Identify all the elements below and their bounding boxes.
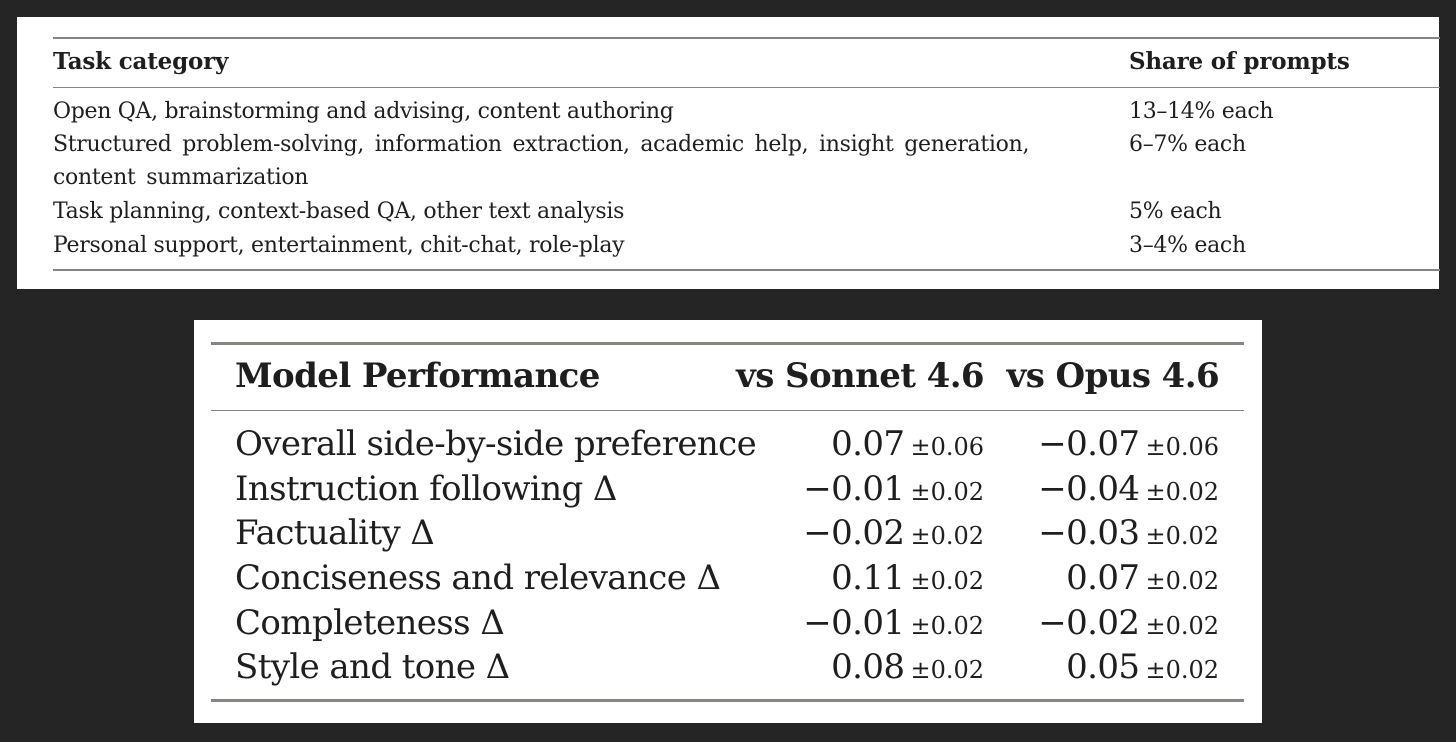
table-top-rule [53,37,1440,39]
share-cell: 6–7% each [1129,132,1246,157]
error-margin: ±0.02 [1145,612,1219,640]
error-margin: ±0.02 [1145,522,1219,550]
metric-value: −0.01 [803,469,905,509]
metric-value: 0.11 [831,558,905,598]
task-category-cell: Task planning, context-based QA, other t… [53,199,625,224]
error-margin: ±0.02 [910,567,984,595]
table-bottom-rule [211,699,1244,702]
error-margin: ±0.02 [910,612,984,640]
metric-value: −0.02 [803,513,905,553]
error-margin: ±0.02 [910,656,984,684]
metric-value: 0.07 [831,424,905,464]
metric-value: −0.07 [1038,424,1140,464]
sonnet-value-cell: 0.11 ±0.02 [831,556,984,603]
header-model-performance: Model Performance [235,356,600,396]
metric-value: −0.04 [1038,469,1140,509]
sonnet-value-cell: 0.08 ±0.02 [831,645,984,692]
error-margin: ±0.06 [1145,433,1219,461]
model-performance-table: Model Performance vs Sonnet 4.6 vs Opus … [194,320,1262,723]
table-bottom-rule [53,269,1440,271]
sonnet-value-cell: 0.07 ±0.06 [831,422,984,469]
header-share-of-prompts: Share of prompts [1129,48,1350,75]
sonnet-value-cell: −0.01 ±0.02 [803,601,984,648]
opus-value-cell: −0.07 ±0.06 [1038,422,1219,469]
opus-value-cell: 0.05 ±0.02 [1066,645,1219,692]
metric-label: Style and tone Δ [235,647,510,687]
metric-value: 0.07 [1066,558,1140,598]
header-task-category: Task category [53,48,229,75]
error-margin: ±0.02 [1145,567,1219,595]
error-margin: ±0.02 [910,478,984,506]
opus-value-cell: −0.02 ±0.02 [1038,601,1219,648]
share-cell: 5% each [1129,199,1222,224]
task-category-cell: Open QA, brainstorming and advising, con… [53,99,674,124]
header-vs-sonnet: vs Sonnet 4.6 [736,356,985,396]
error-margin: ±0.02 [910,522,984,550]
error-margin: ±0.02 [1145,656,1219,684]
sonnet-value-cell: −0.02 ±0.02 [803,511,984,558]
task-category-cell: Structured problem-solving, information … [53,132,1030,190]
metric-label: Overall side-by-side preference [235,424,757,464]
metric-value: 0.08 [831,647,905,687]
metric-label: Factuality Δ [235,513,435,553]
metric-value: −0.02 [1038,603,1140,643]
opus-value-cell: −0.04 ±0.02 [1038,467,1219,514]
header-vs-opus: vs Opus 4.6 [1006,356,1220,396]
metric-value: −0.01 [803,603,905,643]
metric-value: −0.03 [1038,513,1140,553]
share-cell: 3–4% each [1129,233,1246,258]
header-divider [211,410,1244,411]
sonnet-value-cell: −0.01 ±0.02 [803,467,984,514]
table-top-rule [211,342,1244,345]
metric-label: Conciseness and relevance Δ [235,558,721,598]
share-cell: 13–14% each [1129,99,1274,124]
opus-value-cell: −0.03 ±0.02 [1038,511,1219,558]
error-margin: ±0.02 [1145,478,1219,506]
metric-value: 0.05 [1066,647,1140,687]
metric-label: Completeness Δ [235,603,505,643]
task-category-cell: Personal support, entertainment, chit-ch… [53,233,625,258]
error-margin: ±0.06 [910,433,984,461]
opus-value-cell: 0.07 ±0.02 [1066,556,1219,603]
header-divider [53,87,1440,88]
metric-label: Instruction following Δ [235,469,617,509]
task-category-table: Task category Share of prompts Open QA, … [17,17,1440,289]
